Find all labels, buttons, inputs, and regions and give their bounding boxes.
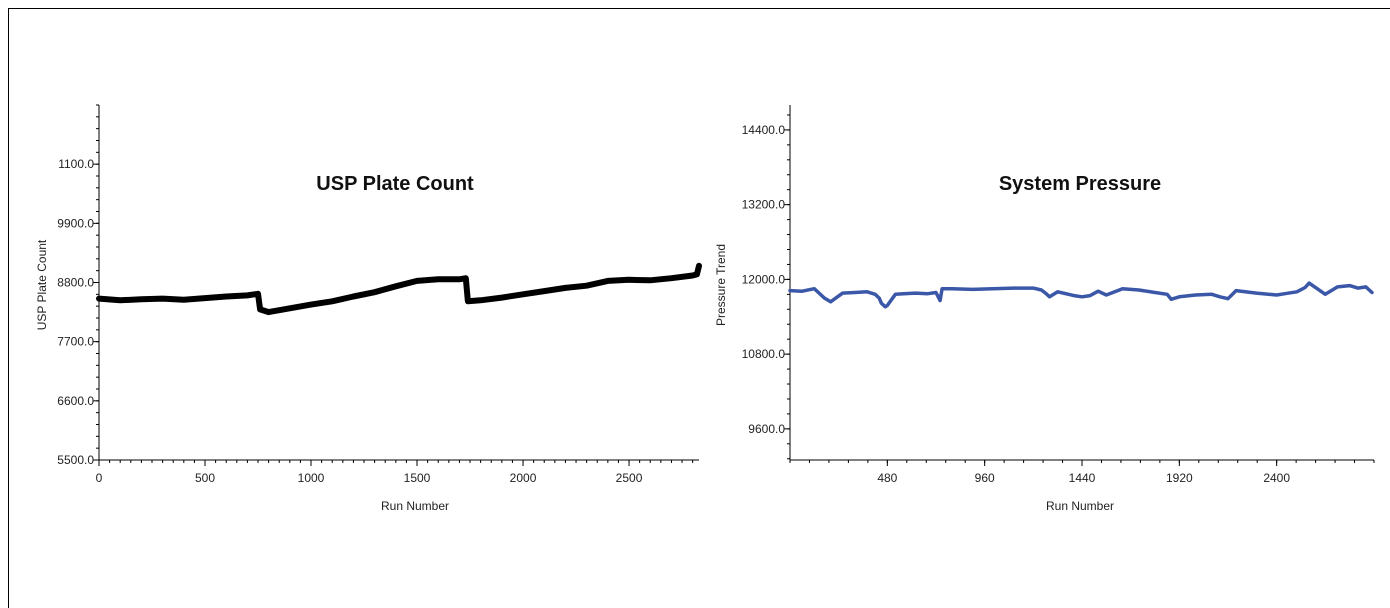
x-tick-label: 500 xyxy=(195,471,215,485)
x-axis-label: Run Number xyxy=(1046,499,1114,513)
series-line xyxy=(788,281,1374,309)
chart-title: System Pressure xyxy=(999,173,1161,195)
x-axis-label: Run Number xyxy=(381,499,449,513)
x-tick-label: 2400 xyxy=(1263,471,1290,485)
y-tick-label: 9900.0 xyxy=(57,216,94,230)
y-axis-label: USP Plate Count xyxy=(35,239,49,330)
y-tick-label: 6600.0 xyxy=(57,394,94,408)
x-tick-label: 960 xyxy=(975,471,995,485)
system-pressure-chart: System Pressure Run Number Pressure Tren… xyxy=(714,105,1375,513)
series-line xyxy=(96,262,702,316)
y-tick-label: 7700.0 xyxy=(57,335,94,349)
x-tick-label: 2500 xyxy=(616,471,643,485)
x-tick-label: 1500 xyxy=(404,471,431,485)
x-tick-label: 1920 xyxy=(1166,471,1193,485)
x-tick-label: 1000 xyxy=(298,471,325,485)
series-group xyxy=(96,262,702,316)
y-tick-label: 8800.0 xyxy=(57,276,94,290)
ticks: 0 500 1000 1500 2000 2500 5500.0 6600.0 7700.0 88… xyxy=(57,104,694,485)
x-tick-label: 2000 xyxy=(510,471,537,485)
usp-plate-count-chart: USP Plate Count Run Number USP Plate Cou… xyxy=(35,104,702,513)
series-group xyxy=(788,281,1374,309)
figure-frame xyxy=(8,8,1390,608)
y-tick-label: 10800.0 xyxy=(742,347,786,361)
y-tick-label: 5500.0 xyxy=(57,453,94,467)
y-tick-label: 13200.0 xyxy=(742,198,786,212)
x-tick-label: 1440 xyxy=(1069,471,1096,485)
y-tick-label: 14400.0 xyxy=(742,123,786,137)
y-tick-label: 9600.0 xyxy=(748,422,785,436)
y-tick-label: 1100.0 xyxy=(58,157,94,171)
y-tick-label: 12000.0 xyxy=(742,272,786,286)
ticks: 480 960 1440 1920 2400 9600.0 10800.0 12000.0 13… xyxy=(742,114,1375,485)
x-tick-label: 0 xyxy=(96,471,103,485)
y-axis-label: Pressure Trend xyxy=(714,244,728,326)
chart-title: USP Plate Count xyxy=(316,173,474,195)
axes xyxy=(789,105,1374,461)
x-tick-label: 480 xyxy=(877,471,897,485)
